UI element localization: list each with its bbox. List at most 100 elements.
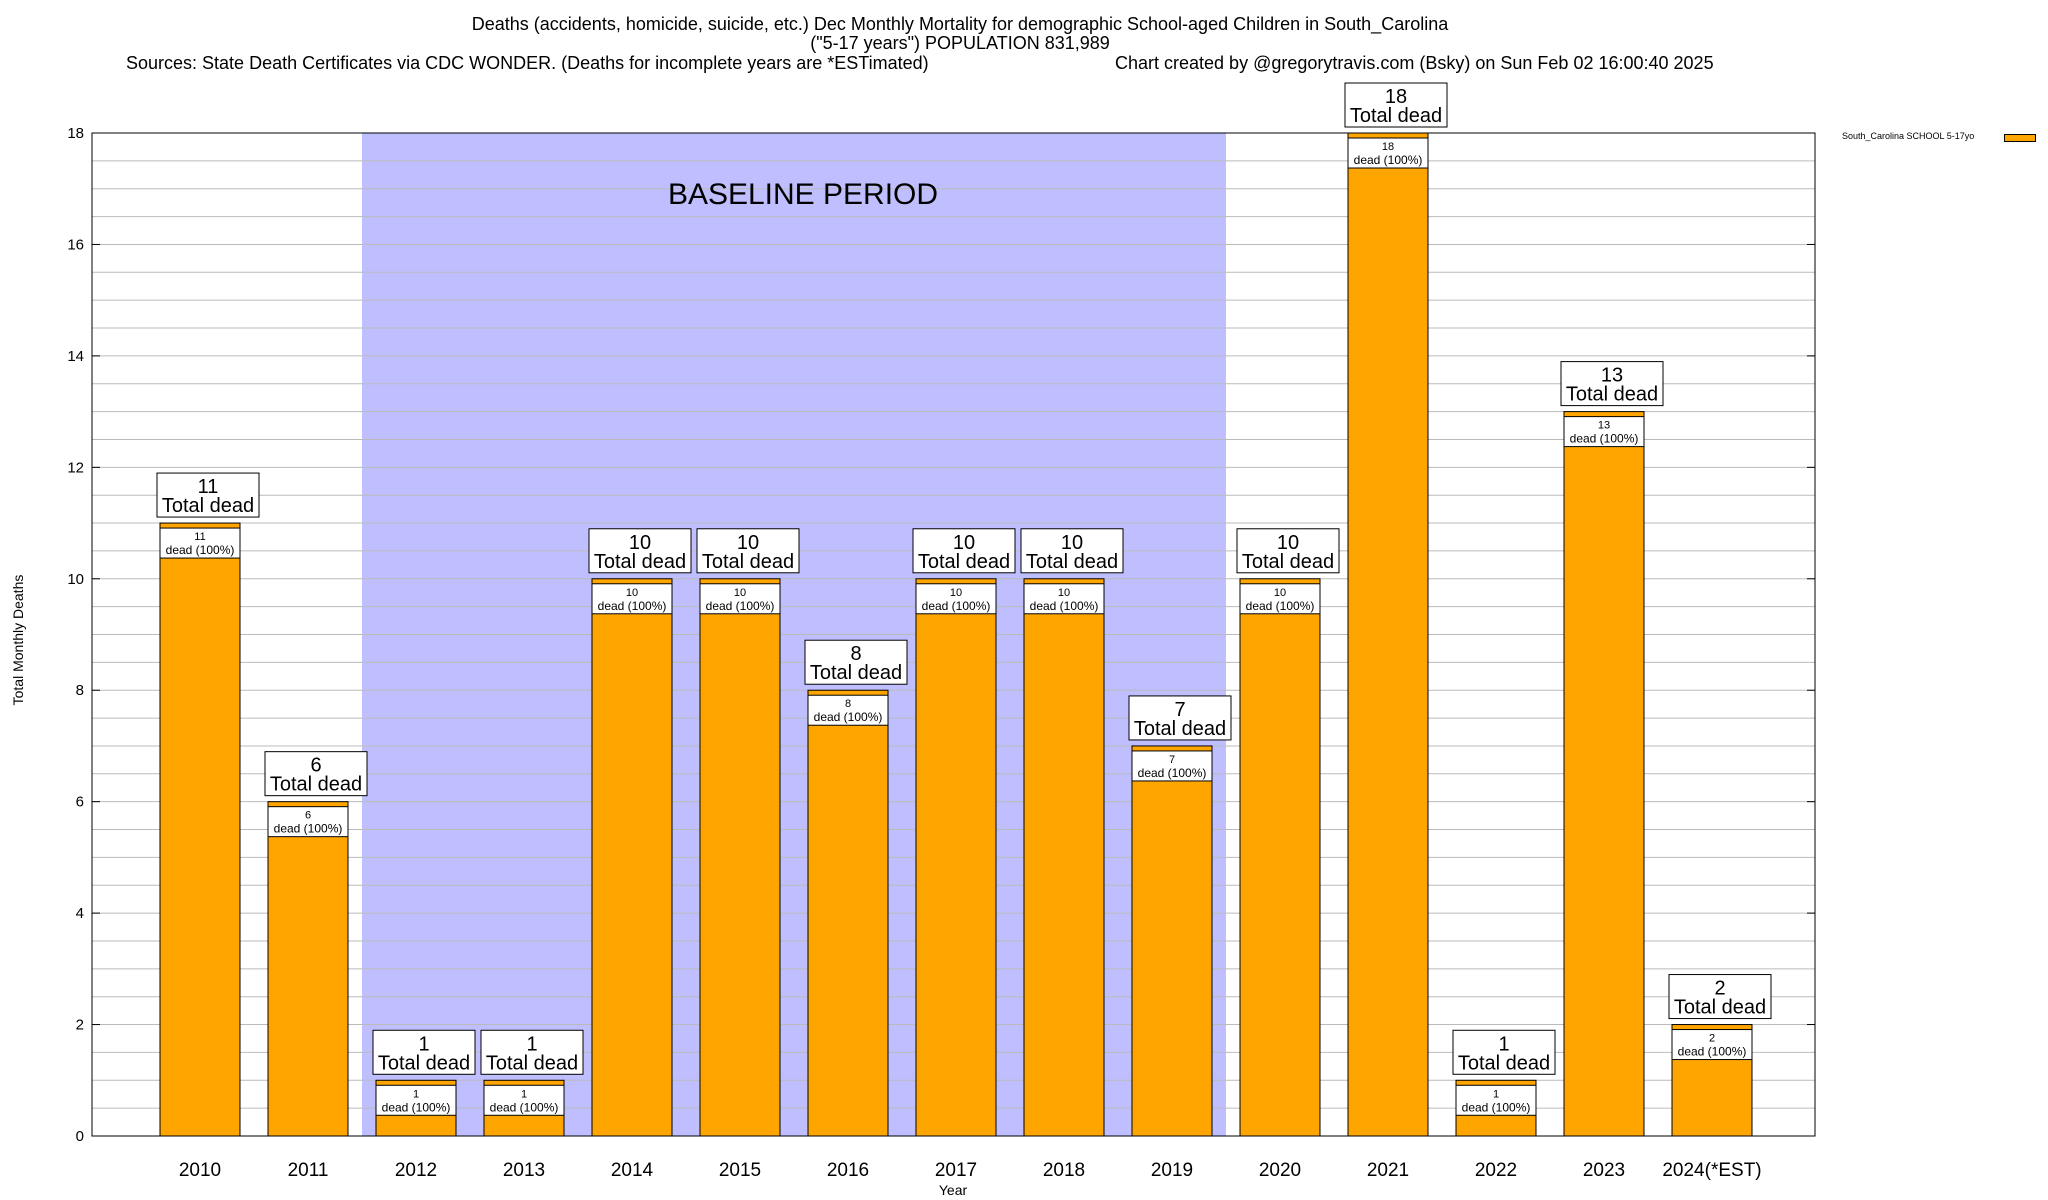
- baseline-period-label: BASELINE PERIOD: [668, 178, 938, 211]
- inner-percent-label: dead (100%): [814, 710, 883, 724]
- total-value-label: 7: [1174, 699, 1185, 721]
- bar: [699, 578, 781, 1137]
- inner-label-box: [1131, 750, 1213, 782]
- inner-value-label: 10: [1058, 587, 1070, 599]
- total-value-label: 10: [737, 532, 759, 554]
- bar: [591, 578, 673, 1137]
- x-tick-label: 2010: [179, 1160, 221, 1181]
- inner-value-label: 1: [413, 1088, 419, 1100]
- inner-value-label: 18: [1382, 141, 1394, 153]
- total-value-label: 11: [198, 476, 219, 498]
- total-label-box: [480, 1029, 584, 1075]
- inner-value-label: 1: [521, 1088, 527, 1100]
- y-tick-label: 6: [76, 794, 84, 811]
- inner-percent-label: dead (100%): [1138, 766, 1207, 780]
- credit-note: Chart created by @gregorytravis.com (Bsk…: [1115, 53, 1714, 73]
- total-value-label: 10: [629, 532, 651, 554]
- x-tick-label: 2014: [611, 1160, 654, 1181]
- total-dead-label: Total dead: [810, 662, 902, 684]
- x-tick-label: 2011: [288, 1160, 329, 1181]
- bar: [1347, 132, 1429, 1137]
- bar: [159, 522, 241, 1137]
- total-dead-label: Total dead: [270, 774, 362, 796]
- x-tick-label: 2024(*EST): [1662, 1160, 1761, 1181]
- total-dead-label: Total dead: [918, 551, 1010, 573]
- inner-label-box: [1239, 583, 1321, 615]
- bar: [1023, 578, 1105, 1137]
- total-dead-label: Total dead: [1458, 1052, 1550, 1074]
- inner-label-box: [267, 806, 349, 838]
- total-dead-label: Total dead: [1242, 551, 1334, 573]
- bar: [1131, 745, 1213, 1137]
- x-tick-label: 2019: [1151, 1160, 1193, 1181]
- bar: [1563, 411, 1645, 1137]
- y-tick-label: 12: [67, 459, 84, 476]
- total-dead-label: Total dead: [1566, 384, 1658, 406]
- x-tick-label: 2022: [1475, 1160, 1517, 1181]
- inner-value-label: 6: [305, 810, 311, 822]
- inner-percent-label: dead (100%): [1570, 432, 1639, 446]
- total-label-box: [1452, 1029, 1556, 1075]
- inner-percent-label: dead (100%): [598, 599, 667, 613]
- total-label-box: [912, 528, 1016, 574]
- y-tick-label: 2: [76, 1017, 84, 1034]
- inner-percent-label: dead (100%): [382, 1100, 451, 1114]
- total-value-label: 10: [1061, 532, 1083, 554]
- inner-label-box: [915, 583, 997, 615]
- inner-label-box: [159, 527, 241, 559]
- inner-label-box: [1023, 583, 1105, 615]
- inner-value-label: 10: [734, 587, 746, 599]
- inner-percent-label: dead (100%): [1354, 153, 1423, 167]
- total-value-label: 1: [1498, 1033, 1509, 1055]
- inner-value-label: 10: [1274, 587, 1286, 599]
- legend-swatch: [2004, 134, 2036, 142]
- total-value-label: 10: [1277, 532, 1299, 554]
- x-tick-label: 2013: [503, 1160, 545, 1181]
- inner-value-label: 1: [1493, 1088, 1499, 1100]
- x-tick-label: 2016: [827, 1160, 869, 1181]
- total-dead-label: Total dead: [1674, 997, 1766, 1019]
- inner-percent-label: dead (100%): [706, 599, 775, 613]
- inner-percent-label: dead (100%): [490, 1100, 559, 1114]
- inner-percent-label: dead (100%): [274, 822, 343, 836]
- inner-label-box: [591, 583, 673, 615]
- total-label-box: [1236, 528, 1340, 574]
- inner-percent-label: dead (100%): [1030, 599, 1099, 613]
- x-tick-label: 2023: [1583, 1160, 1625, 1181]
- bar: [807, 689, 889, 1137]
- total-value-label: 2: [1714, 978, 1725, 1000]
- y-tick-label: 10: [67, 571, 84, 588]
- inner-value-label: 10: [626, 587, 638, 599]
- inner-value-label: 11: [194, 531, 205, 543]
- inner-percent-label: dead (100%): [1246, 599, 1315, 613]
- inner-label-box: [1671, 1029, 1753, 1061]
- total-dead-label: Total dead: [702, 551, 794, 573]
- inner-value-label: 13: [1598, 420, 1610, 432]
- total-label-box: [156, 472, 260, 518]
- total-label-box: [1668, 974, 1772, 1020]
- total-label-box: [1128, 695, 1232, 741]
- total-label-box: [1560, 361, 1664, 407]
- y-tick-label: 18: [67, 125, 84, 142]
- inner-percent-label: dead (100%): [166, 543, 235, 557]
- total-label-box: [804, 639, 908, 685]
- total-dead-label: Total dead: [1134, 718, 1226, 740]
- bar: [1239, 578, 1321, 1137]
- total-dead-label: Total dead: [486, 1052, 578, 1074]
- chart-subtitle: ("5-17 years") POPULATION 831,989: [810, 33, 1110, 53]
- chart-title: Deaths (accidents, homicide, suicide, et…: [471, 14, 1449, 34]
- total-dead-label: Total dead: [378, 1052, 470, 1074]
- y-tick-label: 8: [76, 682, 84, 699]
- y-tick-label: 14: [67, 348, 84, 365]
- total-value-label: 8: [850, 643, 861, 665]
- total-dead-label: Total dead: [1350, 105, 1442, 127]
- total-label-box: [588, 528, 692, 574]
- inner-percent-label: dead (100%): [1462, 1100, 1531, 1114]
- total-label-box: [696, 528, 800, 574]
- total-value-label: 18: [1385, 86, 1407, 108]
- x-tick-label: 2012: [395, 1160, 437, 1181]
- y-tick-label: 4: [76, 905, 84, 922]
- total-value-label: 1: [418, 1033, 429, 1055]
- total-value-label: 6: [310, 755, 321, 777]
